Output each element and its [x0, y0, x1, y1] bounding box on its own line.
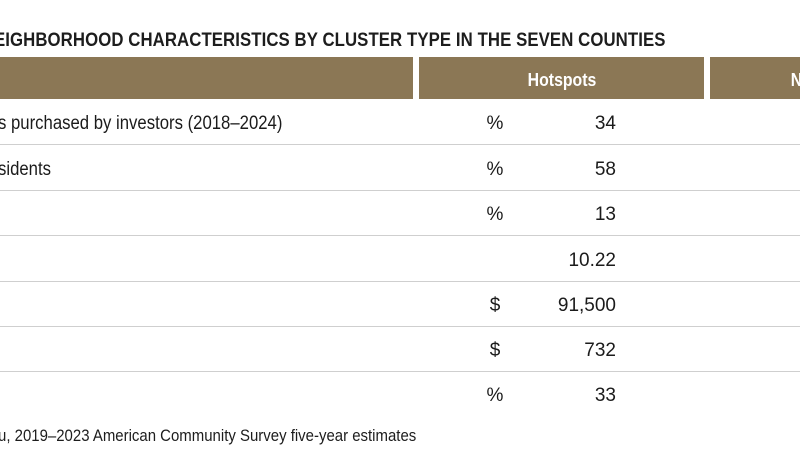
row-unit: %: [486, 159, 504, 180]
table-row: sidents % 58: [0, 145, 800, 191]
header-next-text: N: [791, 57, 800, 99]
row-value: 13: [594, 204, 616, 225]
row-unit: $: [489, 340, 501, 361]
table-row: $ 732: [0, 326, 800, 372]
row-label: s purchased by investors (2018–2024): [0, 113, 283, 134]
row-unit: %: [486, 113, 504, 134]
source-note: u, 2019–2023 American Community Survey f…: [0, 426, 417, 445]
row-value: 91,500: [557, 295, 616, 316]
row-value: 33: [594, 385, 616, 406]
row-value: 34: [594, 113, 616, 134]
table-header: Hotspots N: [0, 57, 800, 99]
header-cell-hotspots: Hotspots: [419, 57, 704, 99]
table-row: s purchased by investors (2018–2024) % 3…: [0, 99, 800, 145]
row-value: 10.22: [568, 250, 616, 271]
row-unit: %: [486, 385, 504, 406]
table-row: % 33: [0, 371, 800, 416]
table-row: $ 91,500: [0, 281, 800, 327]
row-unit: %: [486, 204, 504, 225]
header-cell-next: N: [710, 57, 800, 99]
header-hotspots-text: Hotspots: [527, 70, 596, 90]
header-cell-label: [0, 57, 413, 99]
table-title: EIGHBORHOOD CHARACTERISTICS BY CLUSTER T…: [0, 29, 666, 51]
row-label: sidents: [0, 159, 51, 180]
table-row: % 13: [0, 190, 800, 236]
table-row: 10.22: [0, 236, 800, 282]
row-value: 732: [584, 340, 616, 361]
row-unit: [480, 236, 510, 281]
row-value: 58: [594, 159, 616, 180]
row-unit: $: [489, 295, 501, 316]
